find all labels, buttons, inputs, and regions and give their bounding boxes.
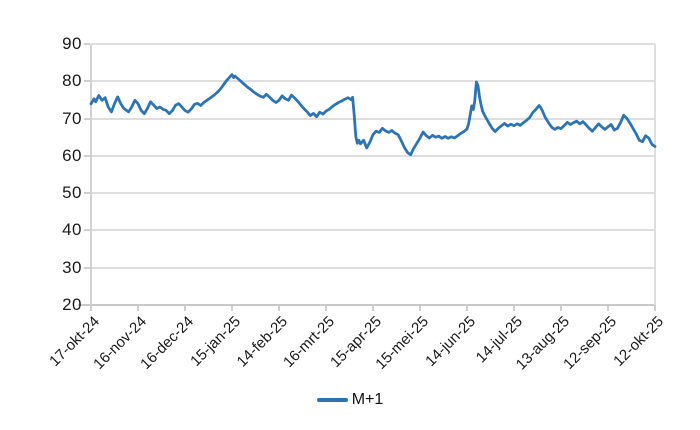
legend: M+1: [0, 389, 700, 411]
y-axis-tick: [84, 117, 90, 120]
y-axis-tick-label: 70: [62, 108, 82, 128]
gridline: [91, 43, 655, 45]
x-axis-tick: [466, 306, 468, 311]
gridline: [91, 192, 655, 195]
x-axis-tick-label: 12-okt-25: [505, 313, 667, 370]
y-axis-tick: [84, 192, 90, 195]
gridline: [91, 229, 655, 232]
y-axis-tick-label: 30: [62, 257, 82, 277]
gridline: [91, 117, 655, 120]
gridline: [91, 266, 655, 269]
y-axis-tick-label: 20: [62, 295, 82, 314]
legend-line-marker: [316, 398, 348, 402]
plot-right-border: [654, 44, 656, 305]
x-axis-tick: [137, 306, 139, 311]
y-axis-tick-label: 50: [62, 183, 82, 203]
legend-label: M+1: [351, 391, 384, 408]
y-axis-tick-label: 80: [62, 71, 82, 91]
y-axis-line: [90, 44, 92, 306]
x-axis-tick: [278, 306, 280, 311]
y-axis-tick: [84, 154, 90, 157]
y-axis-tick: [84, 80, 90, 83]
gridline: [91, 154, 655, 157]
m-plus-1-series-line: [89, 73, 657, 157]
x-axis-tick: [654, 306, 656, 311]
x-axis-tick: [90, 306, 92, 311]
y-axis-tick: [84, 43, 90, 45]
x-axis-line: [78, 304, 656, 306]
x-axis-tick: [513, 306, 515, 311]
y-axis-tick: [84, 229, 90, 232]
x-axis-tick: [607, 306, 609, 311]
y-axis-tick-label: 40: [62, 220, 82, 240]
x-axis-tick: [419, 306, 421, 311]
gridline: [91, 80, 655, 83]
x-axis-tick: [325, 306, 327, 311]
x-axis-tick: [560, 306, 562, 311]
x-axis-tick: [372, 306, 374, 311]
y-axis-tick-label: 90: [62, 34, 82, 53]
x-axis-tick: [231, 306, 233, 311]
y-axis-tick-label: 60: [62, 145, 82, 165]
x-axis-tick: [184, 306, 186, 311]
y-axis-tick: [84, 266, 90, 269]
